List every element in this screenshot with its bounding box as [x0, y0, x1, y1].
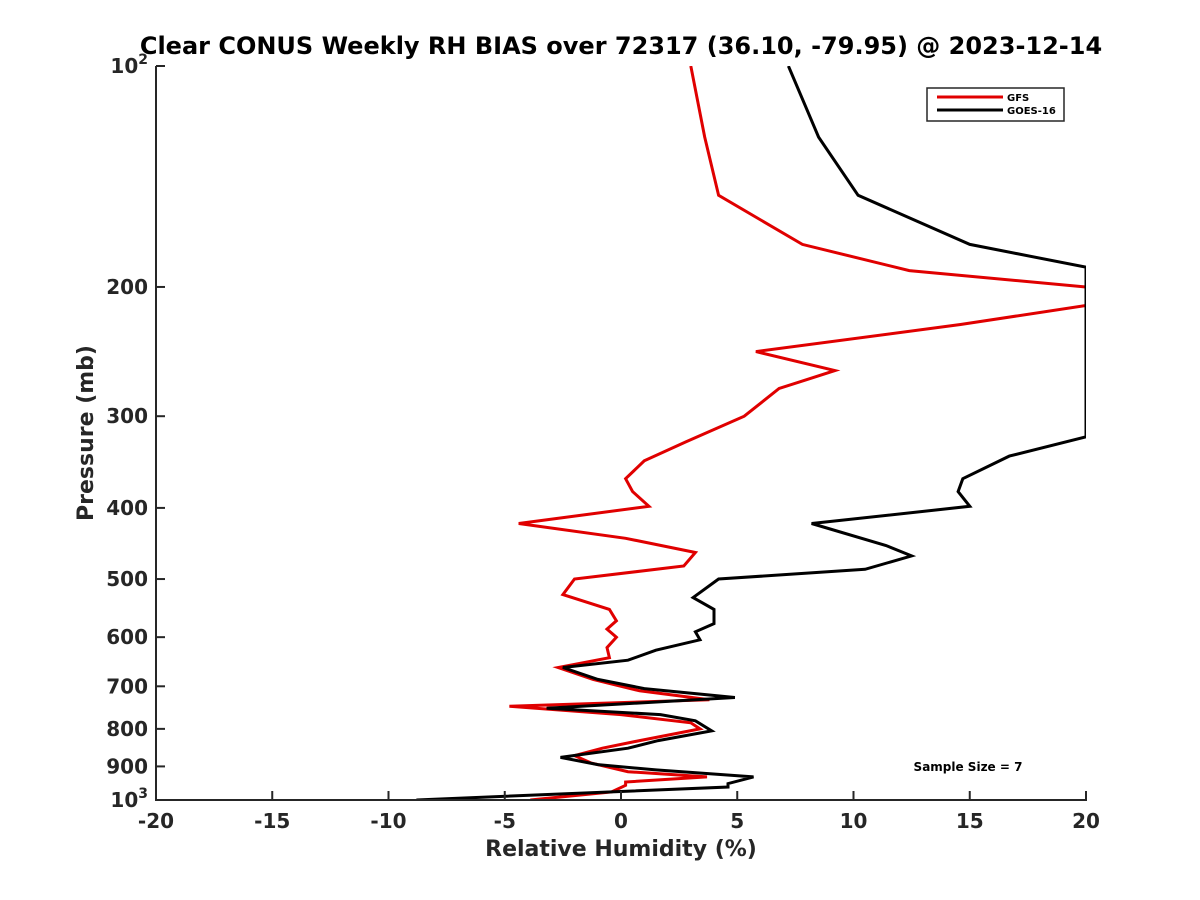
y-tick-label: 300 — [106, 404, 148, 428]
x-axis-label: Relative Humidity (%) — [485, 837, 757, 862]
y-tick-label: 102 — [110, 52, 148, 78]
legend-label-gfs: GFS — [1007, 93, 1029, 104]
series-layer — [416, 66, 1086, 801]
x-tick-label: 10 — [840, 809, 868, 833]
x-tick-label: -5 — [494, 809, 516, 833]
y-tick-label: 800 — [106, 717, 148, 741]
x-tick-label: 0 — [614, 809, 628, 833]
y-axis-label: Pressure (mb) — [74, 345, 99, 521]
plot-area — [155, 66, 1087, 801]
y-tick-label: 900 — [106, 754, 148, 778]
sample-size-annotation: Sample Size = 7 — [914, 760, 1023, 774]
chart-title: Clear CONUS Weekly RH BIAS over 72317 (3… — [140, 32, 1102, 60]
x-tick-label: -10 — [370, 809, 406, 833]
x-tick-label: 20 — [1072, 809, 1100, 833]
y-tick-label: 600 — [106, 625, 148, 649]
x-tick-label: 15 — [956, 809, 984, 833]
y-tick-label: 700 — [106, 674, 148, 698]
y-tick-label: 500 — [106, 567, 148, 591]
x-tick-label: -15 — [254, 809, 290, 833]
x-tick-label: 5 — [730, 809, 744, 833]
legend: GFS GOES-16 — [926, 87, 1065, 122]
series-line-goes16 — [416, 66, 1086, 801]
y-axis-ticks: 102 200 300 400 500 600 700 800 900 103 — [106, 52, 165, 812]
legend-label-goes16: GOES-16 — [1007, 106, 1056, 117]
x-axis-ticks: -20 -15 -10 -5 0 5 10 15 20 — [138, 791, 1100, 833]
y-tick-label: 200 — [106, 275, 148, 299]
series-line-gfs — [509, 66, 1086, 801]
legend-box — [926, 87, 1065, 122]
y-tick-label: 400 — [106, 496, 148, 520]
y-tick-label: 103 — [110, 786, 148, 812]
x-tick-label: -20 — [138, 809, 174, 833]
